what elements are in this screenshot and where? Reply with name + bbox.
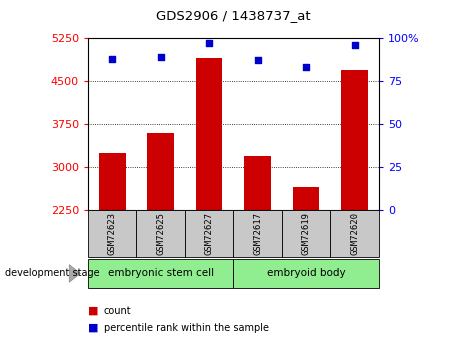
Point (303, 65, 310, 70)
Text: GSM72627: GSM72627 (205, 212, 214, 255)
Text: percentile rank within the sample: percentile rank within the sample (104, 323, 269, 333)
Bar (147, 133, 174, 210)
Text: GSM72617: GSM72617 (253, 212, 262, 255)
Bar (244, 156, 271, 210)
Bar (88, 259, 234, 288)
Text: ■: ■ (88, 323, 98, 333)
Bar (196, 58, 222, 210)
Point (206, 40, 213, 46)
Text: GSM72619: GSM72619 (302, 212, 311, 255)
Bar (137, 210, 185, 257)
Bar (293, 187, 319, 210)
Point (254, 58, 261, 63)
Text: GSM72625: GSM72625 (156, 212, 165, 255)
Bar (99, 153, 125, 210)
Text: development stage: development stage (5, 268, 99, 278)
Text: embryoid body: embryoid body (267, 268, 345, 278)
Text: GSM72620: GSM72620 (350, 212, 359, 255)
Text: GSM72623: GSM72623 (108, 212, 117, 255)
Bar (88, 210, 137, 257)
Text: GDS2906 / 1438737_at: GDS2906 / 1438737_at (156, 9, 311, 22)
Text: count: count (104, 306, 131, 315)
Point (157, 54, 164, 60)
Bar (234, 210, 282, 257)
Polygon shape (69, 265, 80, 282)
Point (109, 56, 116, 61)
Text: ■: ■ (88, 306, 98, 315)
Bar (185, 210, 234, 257)
Bar (234, 259, 379, 288)
Point (351, 42, 358, 48)
Bar (341, 70, 368, 210)
Bar (330, 210, 379, 257)
Text: embryonic stem cell: embryonic stem cell (108, 268, 214, 278)
Bar (282, 210, 330, 257)
